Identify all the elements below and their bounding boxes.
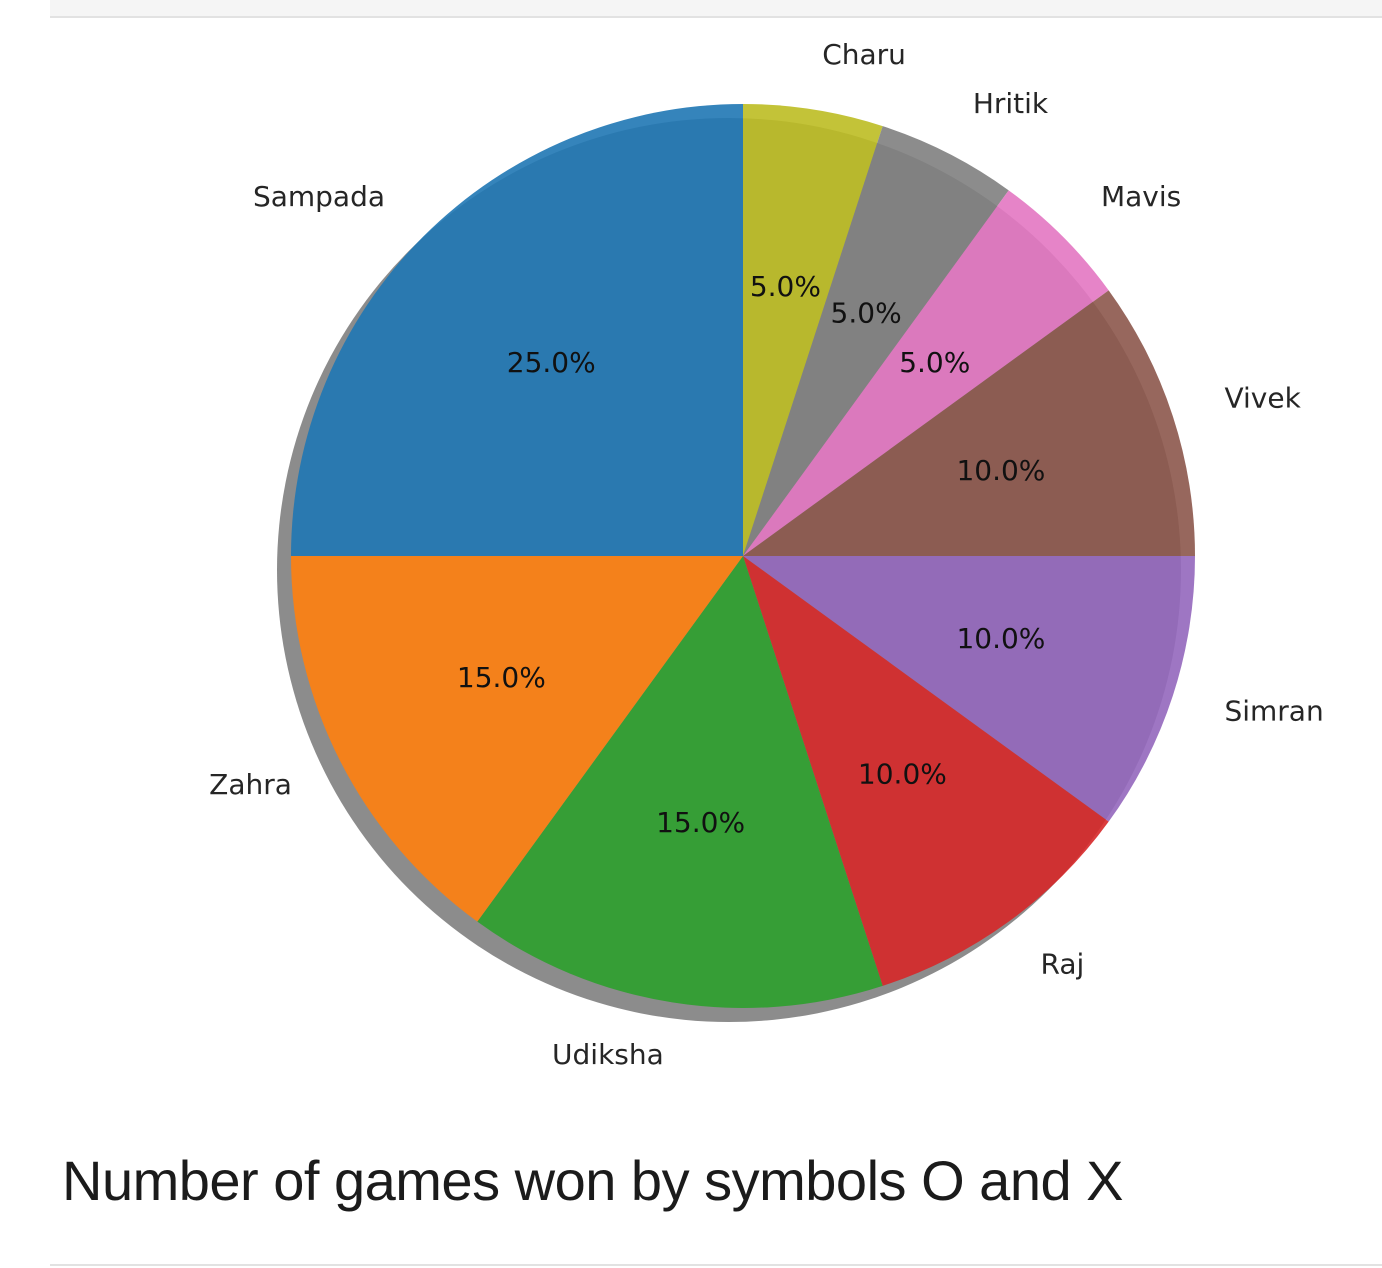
pie-slice-vivek xyxy=(743,290,1195,556)
bottom-divider xyxy=(50,1264,1382,1266)
pie-slice-zahra xyxy=(291,556,743,922)
pie-slices xyxy=(291,104,1195,1008)
pie-slice-raj xyxy=(743,556,1109,986)
pie-label-zahra: Zahra xyxy=(209,768,292,801)
pie-percent-zahra: 15.0% xyxy=(457,661,546,694)
pie-label-udiksha: Udiksha xyxy=(552,1038,664,1071)
top-divider-bar xyxy=(50,0,1382,18)
pie-label-mavis: Mavis xyxy=(1101,180,1181,213)
pie-percent-charu: 5.0% xyxy=(750,270,821,303)
pie-percent-vivek: 10.0% xyxy=(956,454,1045,487)
pie-label-sampada: Sampada xyxy=(253,180,385,213)
pie-slice-charu xyxy=(743,104,883,556)
pie-label-hritik: Hritik xyxy=(973,87,1049,120)
pie-slice-hritik xyxy=(743,126,1009,557)
pie-percent-hritik: 5.0% xyxy=(831,296,902,329)
pie-percent-udiksha: 15.0% xyxy=(656,806,745,839)
pie-percent-simran: 10.0% xyxy=(956,622,1045,655)
pie-label-charu: Charu xyxy=(822,38,906,71)
pie-slice-udiksha xyxy=(477,556,883,1008)
pie-slice-sampada xyxy=(291,104,743,556)
pie-label-simran: Simran xyxy=(1224,694,1323,727)
pie-percent-sampada: 25.0% xyxy=(507,346,596,379)
pie-label-raj: Raj xyxy=(1041,948,1085,981)
pie-slice-mavis xyxy=(743,190,1109,556)
pie-chart: Charu 5.0% Hritik 5.0% Mavis 5.0% Vivek 10.0% Si… xyxy=(209,38,1324,1071)
pie-label-vivek: Vivek xyxy=(1224,382,1301,415)
pie-labels: Charu 5.0% Hritik 5.0% Mavis 5.0% Vivek 10.0% Si… xyxy=(209,38,1324,1071)
section-heading: Number of games won by symbols O and X xyxy=(62,1149,1124,1212)
pie-percent-raj: 10.0% xyxy=(858,757,947,790)
pie-percent-mavis: 5.0% xyxy=(899,346,970,379)
pie-slice-simran xyxy=(743,556,1195,822)
